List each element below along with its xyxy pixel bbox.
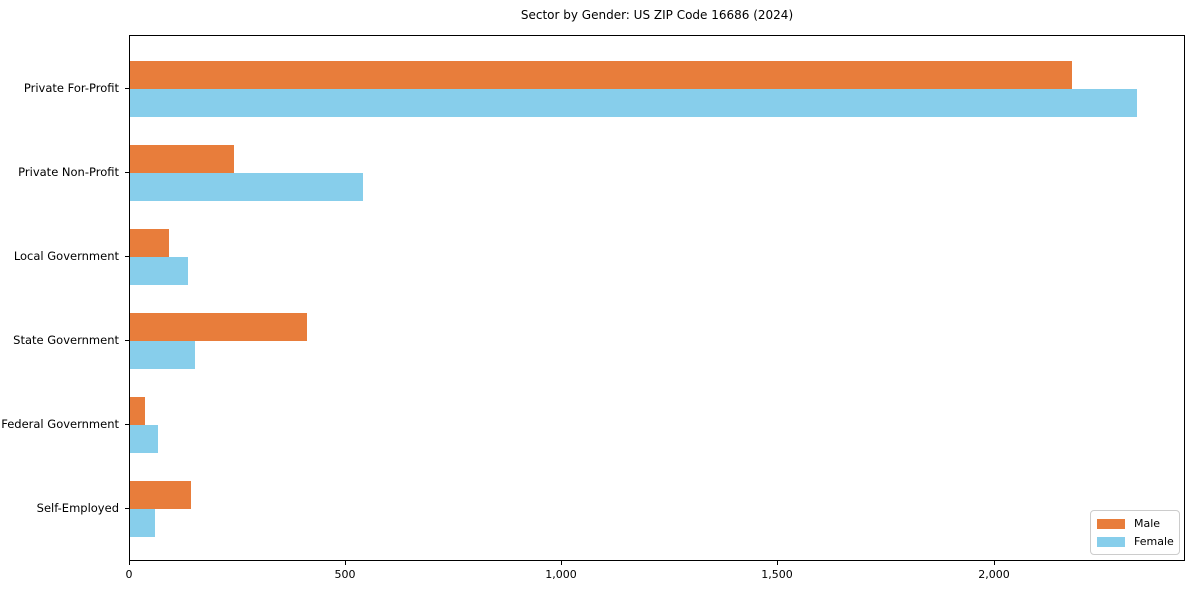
legend-swatch-male [1097,518,1125,529]
x-tick-label: 1,000 [545,568,577,581]
legend-item-male: Male [1097,517,1179,530]
legend-label: Female [1134,535,1174,548]
y-tick-mark [125,256,129,257]
chart-title: Sector by Gender: US ZIP Code 16686 (202… [520,8,794,22]
x-tick-label: 2,000 [978,568,1010,581]
y-tick-mark [125,424,129,425]
y-tick-mark [125,340,129,341]
bar-female-5 [130,425,158,453]
y-tick-label: State Government [13,333,119,347]
legend: Male Female [1090,510,1180,555]
bar-male-2 [130,145,234,173]
legend-label: Male [1134,517,1161,530]
y-tick-label: Private For-Profit [23,81,119,95]
legend-swatch-female [1097,536,1125,547]
plot-area [129,35,1185,561]
bar-female-1 [130,89,1137,117]
bar-male-5 [130,397,145,425]
y-tick-label: Local Government [13,249,119,263]
y-tick-label: Self-Employed [36,501,119,515]
bar-female-4 [130,341,195,369]
x-tick-mark [561,561,562,565]
x-tick-mark [994,561,995,565]
bar-female-3 [130,257,188,285]
x-tick-mark [129,561,130,565]
bar-male-6 [130,481,191,509]
x-tick-label: 1,500 [761,568,793,581]
y-tick-mark [125,172,129,173]
y-tick-mark [125,88,129,89]
legend-item-female: Female [1097,535,1179,548]
bar-male-1 [130,61,1072,89]
y-tick-mark [125,508,129,509]
x-tick-label: 0 [125,568,133,581]
bar-male-4 [130,313,307,341]
bar-female-2 [130,173,363,201]
y-tick-label: Private Non-Profit [18,165,119,179]
x-tick-mark [345,561,346,565]
x-tick-label: 500 [334,568,356,581]
y-tick-label: Federal Government [1,417,119,431]
x-tick-mark [777,561,778,565]
bar-male-3 [130,229,169,257]
bar-female-6 [130,509,155,537]
